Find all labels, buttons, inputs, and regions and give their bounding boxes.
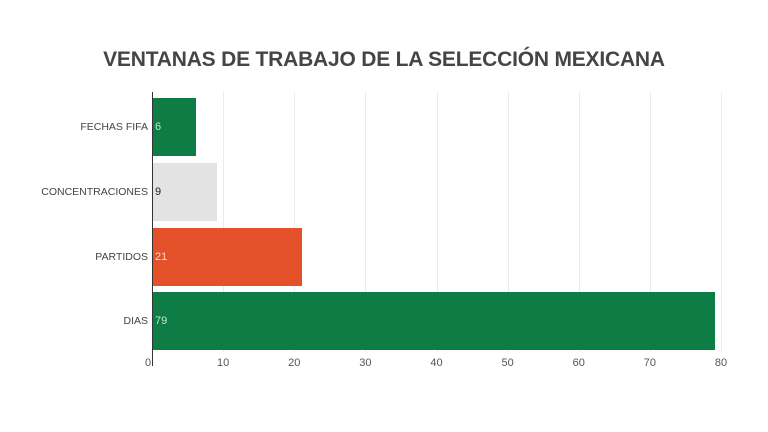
bar-fechas-fifa: 6 [153, 98, 196, 156]
chart-title: VENTANAS DE TRABAJO DE LA SELECCIÓN MEXI… [103, 48, 665, 71]
category-label: CONCENTRACIONES [41, 186, 148, 198]
plot-area [152, 92, 722, 352]
y-axis-line [152, 92, 153, 366]
x-tick-label: 10 [217, 357, 230, 369]
bar-value-label: 79 [155, 315, 168, 327]
gridline [578, 92, 580, 352]
bar-dias: 79 [153, 292, 715, 350]
x-tick-label: 70 [643, 357, 656, 369]
gridline [436, 92, 438, 352]
x-tick-label: 30 [359, 357, 372, 369]
bar-value-label: 21 [155, 251, 168, 263]
x-tick-label: 60 [572, 357, 585, 369]
x-tick-label: 50 [501, 357, 514, 369]
bar-value-label: 6 [155, 121, 162, 133]
bar-value-label: 9 [155, 186, 162, 198]
x-tick-label: 40 [430, 357, 443, 369]
gridline [721, 92, 722, 352]
category-label: PARTIDOS [95, 251, 148, 263]
gridline [507, 92, 509, 352]
x-tick-label: 80 [714, 357, 728, 369]
x-tick-label: 20 [288, 357, 301, 369]
gridline [649, 92, 651, 352]
x-tick-label: 0 [144, 357, 152, 369]
category-label: FECHAS FIFA [80, 121, 148, 133]
gridline [365, 92, 367, 352]
gridline [223, 92, 225, 352]
gridline [294, 92, 296, 352]
bar-partidos: 21 [153, 228, 303, 286]
category-label: DIAS [123, 315, 148, 327]
bar-concentraciones: 9 [153, 163, 217, 221]
